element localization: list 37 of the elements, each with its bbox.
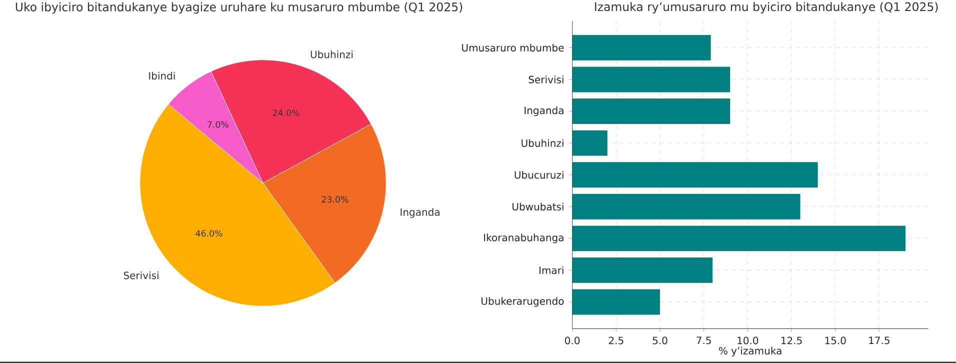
bar	[572, 98, 730, 124]
slice-label: Ibindi	[149, 72, 175, 80]
x-tick-label: 15.0	[825, 336, 846, 344]
bar	[572, 130, 608, 156]
y-tick-label: Inganda	[524, 106, 564, 116]
slice-label: Inganda	[400, 208, 440, 218]
chart-title: Izamuka ry’umusaruro mu byiciro bitandukanye (Q1 2025)	[595, 2, 938, 14]
y-tick-label: Imari	[540, 266, 564, 274]
x-tick-label: 10.0	[738, 336, 758, 344]
bar	[572, 257, 713, 283]
y-tick-label: Serivisi	[528, 76, 564, 84]
x-axis-title: % y’izamuka	[718, 346, 782, 356]
bar	[572, 162, 818, 188]
bar	[572, 66, 730, 92]
x-tick-label: 5.0	[652, 336, 668, 344]
x-tick-label: 2.5	[608, 336, 624, 344]
x-tick-label: 17.5	[869, 336, 890, 344]
chart-title: Uko ibyiciro bitandukanye byagize uruhare ku musaruro mbumbe (Q1 2025)	[16, 2, 462, 14]
x-tick-label: 12.5	[781, 336, 802, 344]
y-tick-label: Ubukerarugendo	[482, 297, 564, 307]
bar	[572, 226, 906, 252]
y-tick-label: Ubucuruzi	[514, 170, 564, 179]
slice-label: Ubuhinzi	[310, 50, 353, 58]
y-tick-label: Ubuhinzi	[522, 139, 564, 147]
x-tick-label: 7.5	[696, 336, 711, 344]
y-tick-label: Ubwubatsi	[512, 202, 564, 210]
data-label: 24.0%	[272, 110, 300, 116]
slice-label: Serivisi	[124, 271, 158, 280]
bar	[572, 289, 660, 315]
bar	[572, 194, 800, 220]
x-tick-label: 0.0	[565, 336, 580, 344]
y-tick-label: Ikoranabuhanga	[484, 234, 564, 244]
y-tick-label: Umusaruro mbumbe	[462, 44, 564, 52]
data-label: 7.0%	[208, 121, 228, 128]
bar	[572, 34, 711, 60]
data-label: 23.0%	[322, 196, 348, 203]
data-label: 46.0%	[196, 230, 222, 237]
